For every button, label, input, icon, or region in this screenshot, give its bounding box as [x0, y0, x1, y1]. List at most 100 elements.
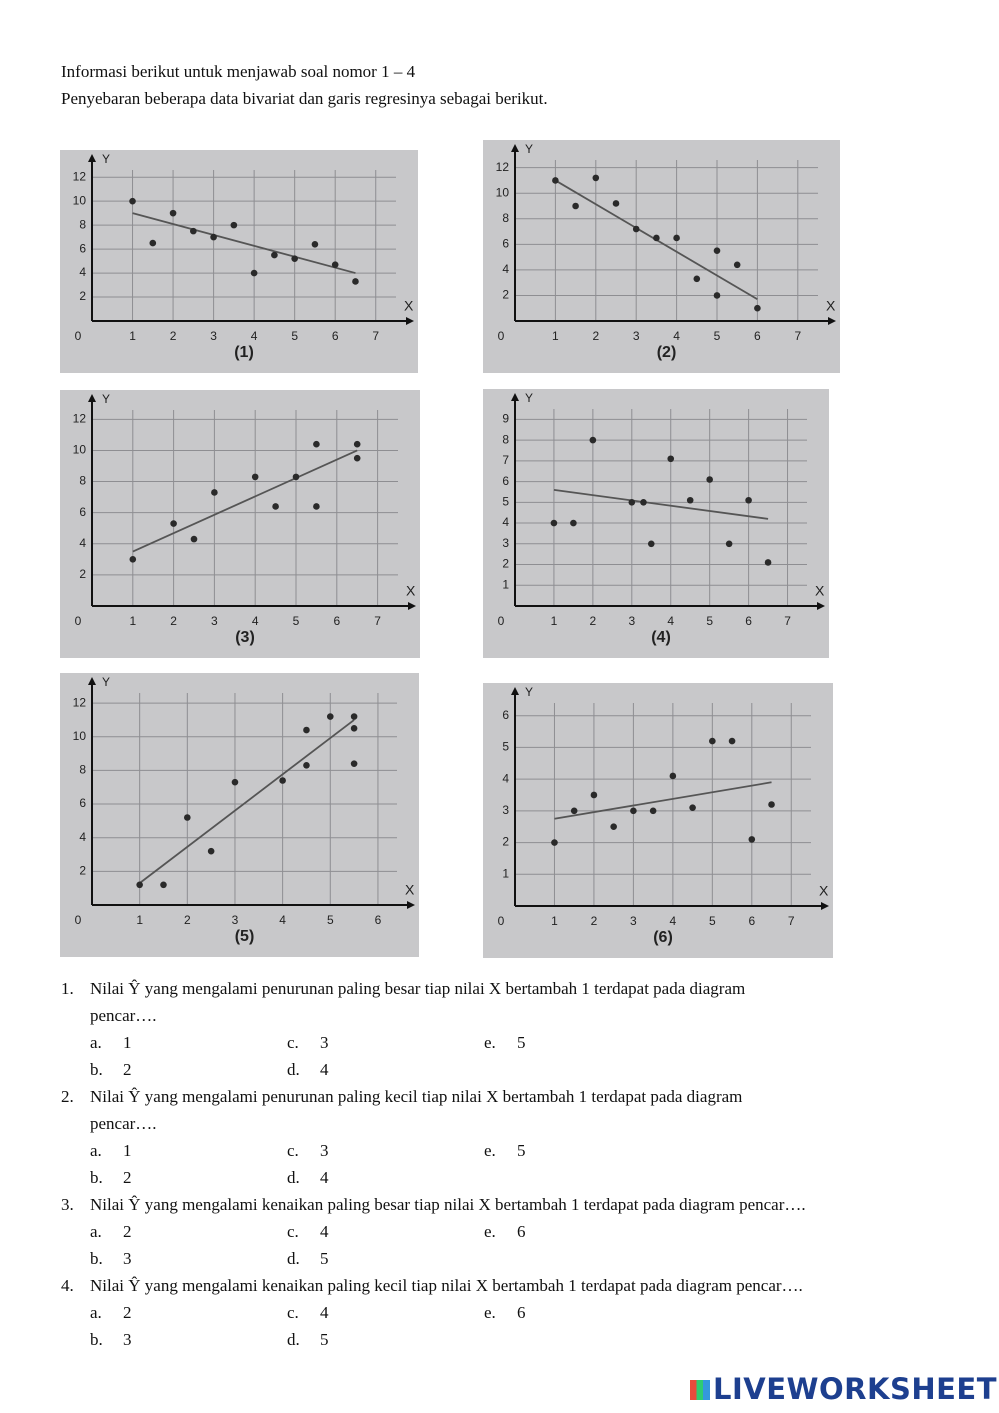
data-point [292, 473, 300, 481]
y-tick-label: 8 [79, 763, 86, 777]
y-tick-label: 12 [73, 695, 87, 709]
data-point [211, 489, 218, 496]
data-point [706, 476, 713, 483]
x-tick-label: 1 [552, 329, 559, 343]
scatter-chart: 0 1 2 3 4 5 6 7 1 2 3 4 5 6 Y X (6) [483, 683, 833, 958]
x-tick-label: 5 [706, 614, 713, 628]
x-tick-label: 1 [551, 914, 558, 928]
y-tick-label: 4 [502, 515, 509, 529]
option-letter: d. [287, 1249, 300, 1268]
axis-arrow [408, 602, 416, 610]
intro-line: Informasi berikut untuk menjawab soal no… [61, 62, 416, 81]
x-tick-label: 4 [279, 913, 286, 927]
y-tick-label: 2 [79, 289, 86, 303]
data-point [686, 496, 694, 504]
data-point [570, 519, 577, 527]
x-tick-label: 5 [291, 329, 298, 343]
regression-line [139, 719, 355, 884]
x-tick-label: 5 [327, 913, 334, 927]
data-point [350, 760, 358, 767]
axis-arrow [817, 602, 825, 610]
x-tick-label: 4 [251, 329, 258, 343]
questions: 1. Nilai Ŷ yang mengalami penurunan palin… [61, 975, 961, 1353]
question-line: Nilai Ŷ yang mengalami kenaikan paling k… [90, 1276, 803, 1295]
y-tick-label: 2 [79, 567, 86, 581]
y-tick-label: 12 [73, 169, 87, 183]
data-point [768, 801, 775, 808]
question-line: Nilai Ŷ yang mengalami kenaikan paling b… [90, 1195, 806, 1214]
option-text: 2 [123, 1168, 132, 1187]
data-point [653, 234, 660, 242]
option-letter: e. [484, 1222, 496, 1241]
data-point [693, 275, 701, 283]
chart-caption: (6) [653, 929, 673, 946]
y-axis-label: Y [525, 142, 533, 156]
y-tick-label: 3 [502, 803, 509, 817]
x-tick-label: 6 [745, 614, 752, 628]
x-tick-label: 2 [170, 329, 177, 343]
data-point [713, 247, 721, 255]
data-point [610, 823, 617, 831]
options: a. 1 b. 2 c. 3 d. 4 e. 5 [90, 1137, 961, 1191]
logo-icon [690, 1380, 710, 1400]
option-text: 6 [517, 1303, 526, 1322]
option-text: 3 [320, 1141, 329, 1160]
x-tick-label: 5 [709, 914, 716, 928]
data-point [612, 200, 620, 207]
data-point [311, 241, 319, 248]
option: a. 1 [90, 1029, 287, 1056]
y-tick-label: 4 [79, 830, 86, 844]
x-tick-label: 1 [136, 913, 143, 927]
data-point [570, 807, 578, 815]
question: 4. Nilai Ŷ yang mengalami kenaikan paling… [61, 1272, 961, 1299]
x-tick-label: 2 [184, 913, 191, 927]
data-point [313, 440, 320, 448]
y-tick-label: 2 [502, 288, 509, 302]
question-text: Nilai Ŷ yang mengalami kenaikan paling b… [90, 1191, 806, 1218]
data-point [230, 221, 238, 229]
data-point [231, 778, 239, 786]
question-line: pencar…. [90, 1114, 157, 1133]
data-point [326, 713, 334, 720]
y-tick-label: 6 [79, 505, 86, 519]
options: a. 1 b. 2 c. 3 d. 4 e. 5 [90, 1029, 961, 1083]
data-point [129, 556, 137, 563]
option-letter: c. [287, 1141, 299, 1160]
logo: LIVEWORKSHEETS [690, 1372, 999, 1406]
x-axis-label: X [404, 298, 414, 314]
option: c. 4 [287, 1299, 484, 1326]
option: e. 6 [484, 1299, 681, 1326]
x-axis-label: X [406, 583, 416, 599]
option: c. 3 [287, 1029, 484, 1056]
chart-caption: (3) [235, 629, 255, 646]
option-text: 6 [517, 1222, 526, 1241]
x-tick-label: 0 [498, 329, 505, 343]
x-tick-label: 6 [375, 913, 382, 927]
option-text: 5 [320, 1249, 329, 1268]
question-line: Nilai Ŷ yang mengalami penurunan paling … [90, 979, 746, 998]
y-tick-label: 12 [73, 412, 87, 426]
option-text: 5 [517, 1141, 526, 1160]
y-axis-label: Y [102, 152, 110, 166]
option-letter: e. [484, 1141, 496, 1160]
x-tick-label: 6 [754, 329, 761, 343]
option: d. 5 [287, 1245, 484, 1272]
option-text: 5 [320, 1330, 329, 1349]
y-tick-label: 6 [502, 237, 509, 251]
option-text: 4 [320, 1303, 329, 1322]
chart-caption: (2) [657, 344, 677, 361]
question-line: pencar…. [90, 1006, 157, 1025]
x-tick-label: 0 [498, 614, 505, 628]
y-tick-label: 4 [79, 265, 86, 279]
chart-caption: (4) [651, 629, 671, 646]
option-text: 2 [123, 1303, 132, 1322]
data-point [552, 177, 559, 184]
y-tick-label: 7 [502, 453, 509, 467]
y-tick-label: 10 [496, 185, 510, 199]
data-point [271, 251, 278, 259]
y-tick-label: 9 [502, 412, 509, 426]
option-letter: a. [90, 1303, 102, 1322]
y-tick-label: 4 [502, 262, 509, 276]
